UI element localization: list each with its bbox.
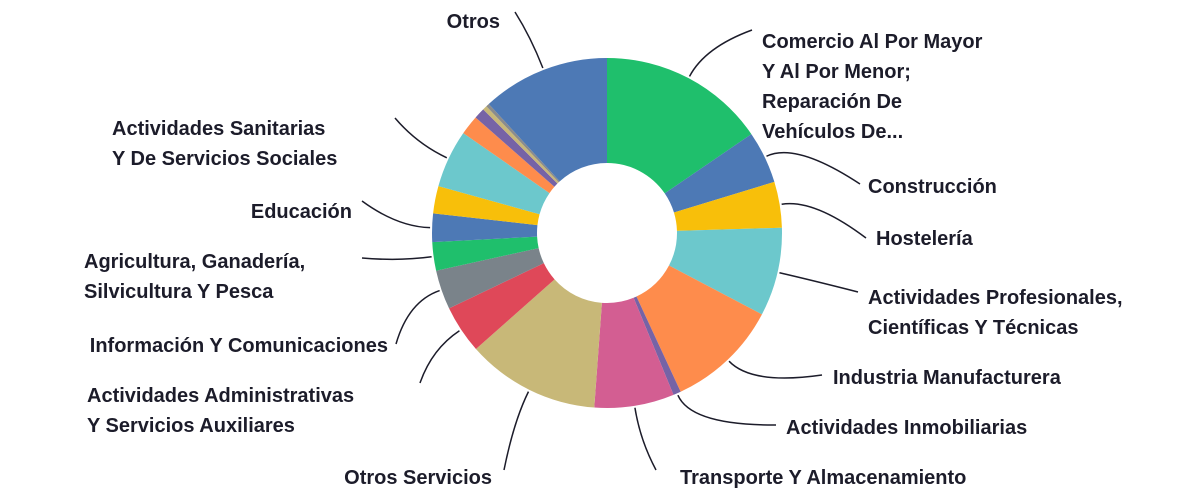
donut-slice	[486, 103, 560, 183]
donut-slice	[673, 181, 782, 231]
slice-label: Otros	[447, 11, 500, 33]
leader-line	[766, 151, 861, 185]
donut-slice	[483, 106, 559, 184]
donut-slice	[475, 109, 558, 187]
donut-slice	[438, 133, 550, 215]
donut-slice	[607, 58, 752, 194]
donut-slice	[636, 265, 762, 392]
donut-slice	[449, 263, 555, 349]
leader-line	[394, 117, 448, 159]
donut-slice	[488, 58, 607, 182]
leader-line	[728, 360, 823, 379]
donut-slice	[594, 297, 674, 409]
donut-slice	[432, 213, 538, 243]
donut-slice	[433, 186, 540, 226]
donut-slice	[475, 279, 602, 408]
leader-line	[361, 256, 432, 261]
donut-slice	[633, 296, 681, 395]
slice-label: Actividades Administrativas Y Servicios A…	[87, 385, 354, 437]
leader-line	[419, 330, 460, 384]
slice-label: Construcción	[868, 176, 997, 198]
leader-line	[361, 200, 431, 229]
donut-slice	[463, 117, 555, 194]
leader-line	[514, 11, 544, 69]
slice-label: Agricultura, Ganadería, Silvicultura Y Pe…	[84, 251, 305, 303]
slice-label: Educación	[251, 201, 352, 223]
donut-slice	[436, 248, 544, 309]
slice-label: Transporte Y Almacenamiento	[680, 467, 966, 489]
slice-label: Comercio Al Por Mayor Y Al Por Menor; Repa…	[762, 31, 983, 143]
leader-line	[781, 202, 867, 239]
slice-label: Otros Servicios	[344, 467, 492, 489]
leader-line	[677, 394, 777, 426]
donut-slice	[668, 227, 782, 315]
slice-label: Actividades Inmobiliarias	[786, 417, 1027, 439]
slice-label: Actividades Profesionales, Científicas Y …	[868, 287, 1123, 339]
leader-line	[779, 272, 859, 293]
donut-slice	[664, 134, 775, 213]
slice-label: Información Y Comunicaciones	[90, 335, 388, 357]
donut-slice	[432, 236, 539, 271]
leader-line	[503, 391, 530, 471]
slice-label: Industria Manufacturera	[833, 367, 1062, 389]
slice-label: Actividades Sanitarias Y De Servicios Soc…	[112, 118, 337, 170]
slice-label: Hostelería	[876, 228, 974, 250]
leader-line	[634, 407, 657, 471]
leader-line	[395, 289, 440, 345]
leader-line	[688, 29, 753, 77]
